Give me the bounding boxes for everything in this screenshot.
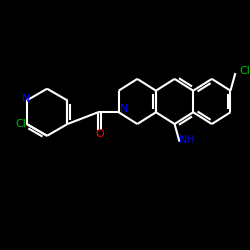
Text: Cl: Cl <box>240 66 250 76</box>
Text: N: N <box>120 104 129 114</box>
Text: NH: NH <box>179 135 196 145</box>
Text: O: O <box>96 129 104 139</box>
Text: N: N <box>22 94 30 104</box>
Text: Cl: Cl <box>15 119 26 129</box>
